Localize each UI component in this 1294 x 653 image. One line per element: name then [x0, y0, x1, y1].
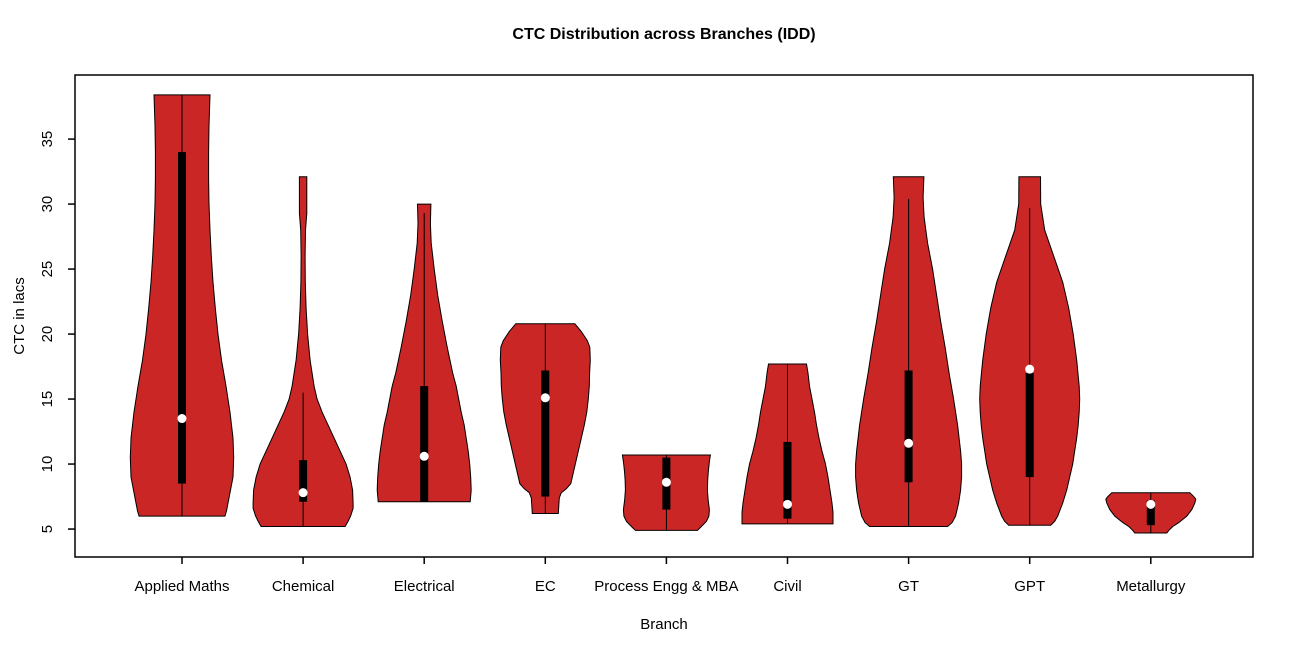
violin-box: [904, 370, 913, 483]
y-tick-label: 10: [39, 456, 56, 473]
violin-shape: [252, 176, 354, 527]
x-tick-label: EC: [535, 578, 556, 595]
violin-median-dot: [904, 438, 914, 448]
chart-title: CTC Distribution across Branches (IDD): [512, 26, 816, 43]
violin-box: [783, 441, 792, 519]
x-tick-label: GT: [898, 578, 919, 595]
x-axis-title: Branch: [640, 616, 688, 633]
violin-box: [1146, 500, 1155, 526]
violin-median-dot: [177, 414, 187, 424]
y-axis-title: CTC in lacs: [11, 277, 28, 355]
x-tick-label: Metallurgy: [1116, 578, 1186, 595]
violin-box: [1025, 373, 1034, 478]
x-tick-label: Electrical: [394, 578, 455, 595]
violin-box: [299, 460, 308, 502]
violin-median-dot: [1025, 364, 1035, 374]
violin-median-dot: [661, 477, 671, 487]
x-tick-label: Applied Maths: [134, 578, 229, 595]
y-tick-label: 25: [39, 261, 56, 278]
x-tick-label: Civil: [773, 578, 801, 595]
violin-median-dot: [783, 499, 792, 509]
violin-median-dot: [540, 393, 550, 403]
y-tick-label: 5: [39, 525, 56, 533]
violin-median-dot: [298, 488, 308, 498]
x-tick-label: Chemical: [272, 578, 335, 595]
y-tick-label: 30: [39, 196, 56, 213]
violin-median-dot: [419, 451, 429, 461]
violin-box: [178, 152, 186, 484]
y-tick-label: 35: [39, 131, 56, 148]
y-tick-label: 15: [39, 391, 56, 408]
violin-box: [541, 370, 550, 497]
plot-border: [74, 74, 1254, 558]
violin-box: [420, 386, 429, 502]
x-tick-label: Process Engg & MBA: [594, 578, 738, 595]
y-tick-label: 20: [39, 326, 56, 343]
x-tick-label: GPT: [1014, 578, 1045, 595]
violin-median-dot: [1146, 499, 1156, 509]
